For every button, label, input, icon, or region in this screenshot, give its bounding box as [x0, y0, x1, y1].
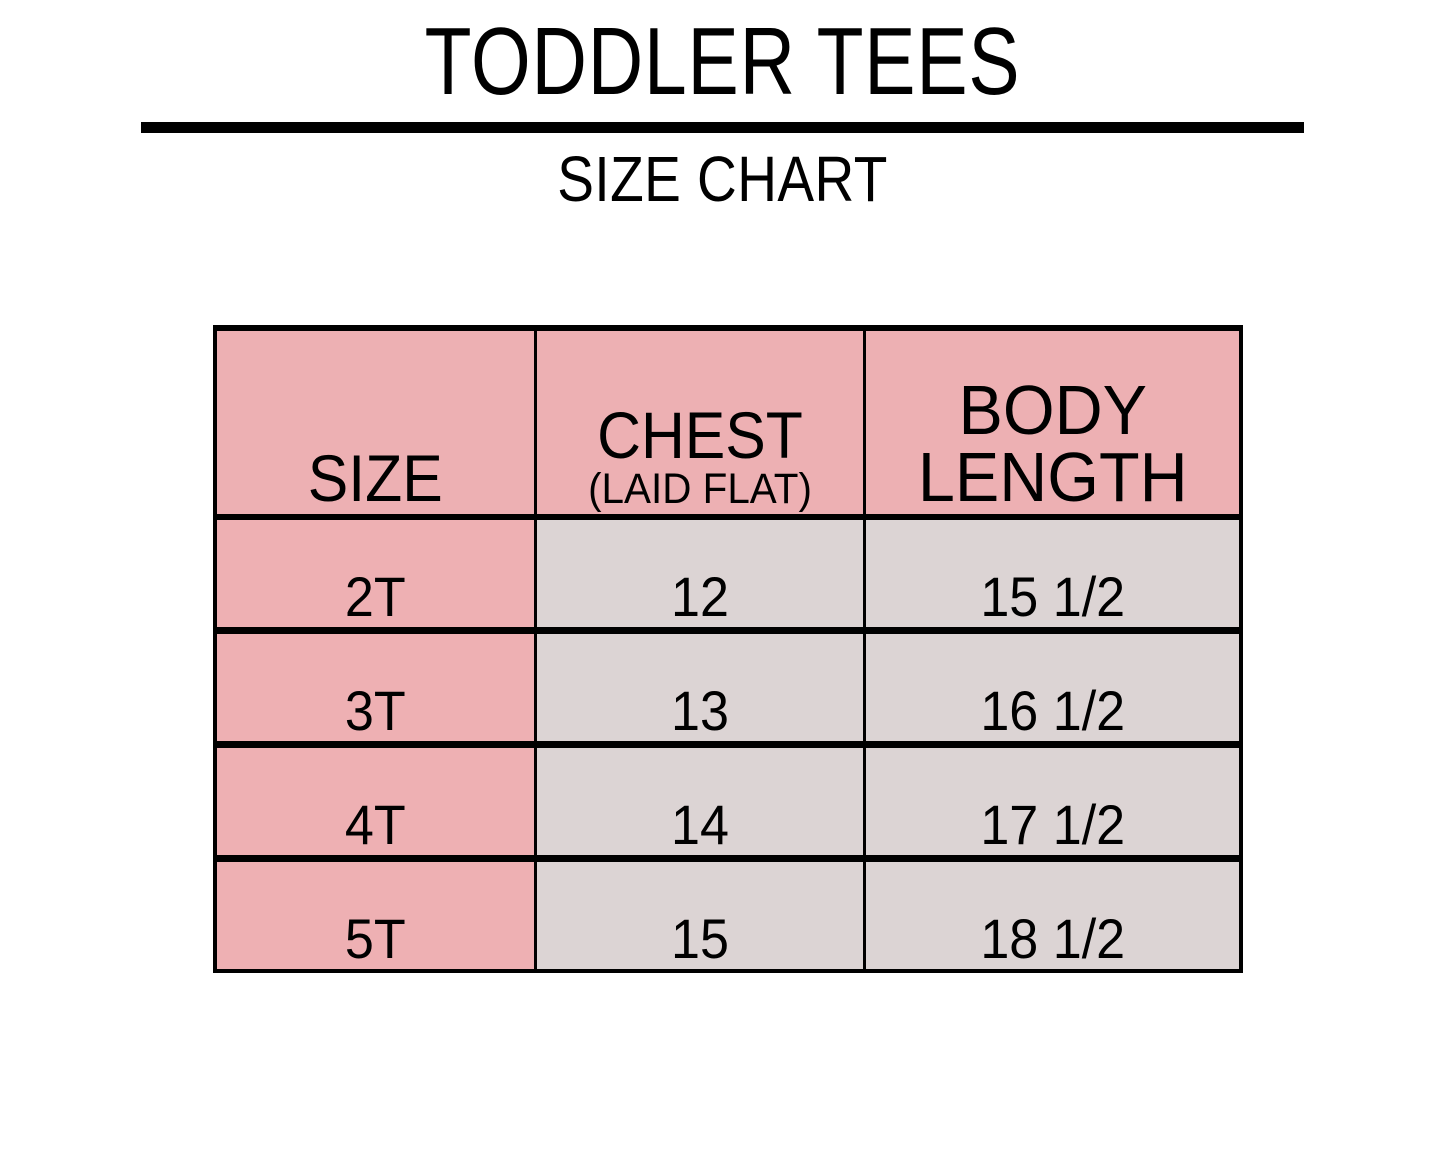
- table-row: 2T 12 15 1/2: [213, 517, 1243, 634]
- cell-chest: 13: [535, 630, 866, 748]
- column-header-body-label: BODY: [958, 371, 1147, 449]
- size-chart-table: SIZE CHEST (LAID FLAT) BODY LENGTH: [213, 325, 1243, 973]
- column-header-size: SIZE: [213, 325, 537, 520]
- cell-size-value: 4T: [344, 793, 406, 856]
- cell-chest-value: 15: [670, 907, 729, 970]
- page-title: TODDLER TEES: [424, 8, 1021, 115]
- cell-chest: 14: [535, 744, 866, 862]
- cell-chest: 12: [535, 517, 866, 634]
- cell-chest-value: 13: [670, 679, 729, 742]
- cell-body-length-value: 17 1/2: [979, 793, 1125, 856]
- column-header-chest-sublabel: (LAID FLAT): [587, 465, 812, 514]
- table-row: 3T 13 16 1/2: [213, 630, 1243, 748]
- cell-chest-value: 14: [670, 793, 729, 856]
- cell-size-value: 2T: [344, 565, 406, 628]
- chart-header: TODDLER TEES SIZE CHART: [0, 0, 1445, 211]
- column-header-body-length: BODY LENGTH: [864, 325, 1243, 520]
- cell-body-length-value: 15 1/2: [979, 565, 1125, 628]
- cell-size: 2T: [213, 517, 537, 634]
- cell-body-length: 18 1/2: [864, 858, 1243, 973]
- table-row: 5T 15 18 1/2: [213, 858, 1243, 973]
- cell-body-length: 16 1/2: [864, 630, 1243, 748]
- cell-size-value: 3T: [344, 679, 406, 742]
- column-header-size-label: SIZE: [307, 441, 443, 516]
- cell-size: 5T: [213, 858, 537, 973]
- table-row: 4T 14 17 1/2: [213, 744, 1243, 862]
- cell-body-length: 15 1/2: [864, 517, 1243, 634]
- cell-size: 3T: [213, 630, 537, 748]
- cell-chest: 15: [535, 858, 866, 973]
- cell-body-length: 17 1/2: [864, 744, 1243, 862]
- title-divider-rule: [141, 122, 1304, 133]
- cell-chest-value: 12: [670, 565, 729, 628]
- cell-size: 4T: [213, 744, 537, 862]
- cell-body-length-value: 18 1/2: [979, 907, 1125, 970]
- column-header-length-label: LENGTH: [917, 437, 1188, 516]
- table-header-row: SIZE CHEST (LAID FLAT) BODY LENGTH: [213, 325, 1243, 520]
- size-chart-container: SIZE CHEST (LAID FLAT) BODY LENGTH: [213, 325, 1243, 973]
- column-header-chest: CHEST (LAID FLAT): [535, 325, 866, 520]
- cell-body-length-value: 16 1/2: [979, 679, 1125, 742]
- column-header-chest-label: CHEST: [596, 398, 803, 473]
- page-subtitle: SIZE CHART: [557, 143, 888, 215]
- cell-size-value: 5T: [344, 907, 406, 970]
